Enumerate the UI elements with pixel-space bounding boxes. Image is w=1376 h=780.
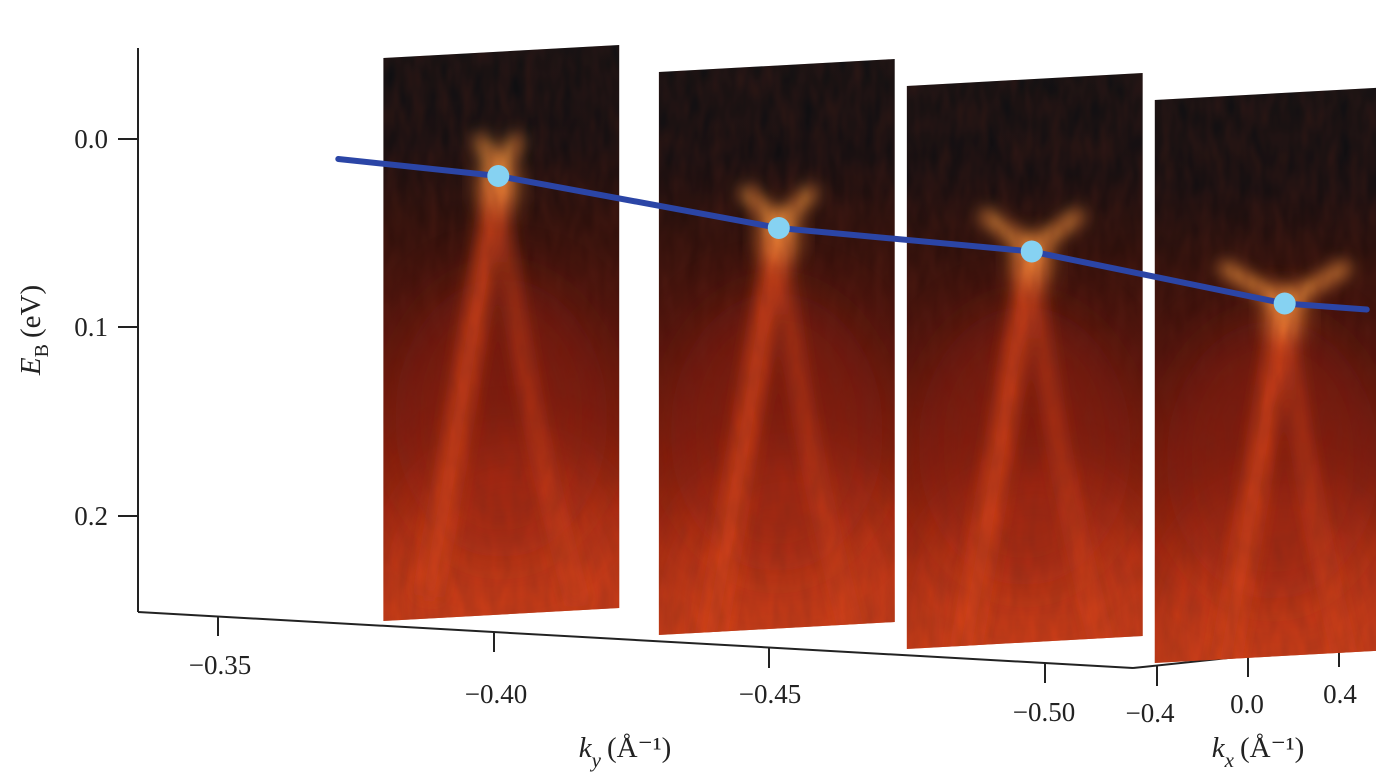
x-tick-label: −0.50 bbox=[1013, 697, 1075, 727]
dirac-point-line bbox=[335, 156, 1370, 313]
z-tick-label: 0.4 bbox=[1323, 679, 1357, 709]
z-axis-subscript: x bbox=[1224, 748, 1235, 772]
x-axis-unit: (Å⁻¹) bbox=[607, 732, 671, 764]
y-axis-unit: (eV) bbox=[15, 285, 47, 338]
axes: 0.0 0.1 0.2 −0.35 −0.40 −0.45 −0.50 −0.4… bbox=[15, 48, 1363, 772]
arpes-panel bbox=[383, 45, 620, 621]
panels-layer bbox=[335, 45, 1376, 663]
arpes-panel bbox=[906, 73, 1143, 649]
y-axis-symbol: E bbox=[15, 357, 47, 376]
y-tick-label: 0.1 bbox=[74, 312, 108, 342]
y-tick-label: 0.2 bbox=[74, 501, 108, 531]
x-axis-line bbox=[137, 611, 1134, 669]
y-axis-subscript: B bbox=[31, 344, 53, 357]
y-axis-label: EB (eV) bbox=[15, 285, 53, 376]
z-tick-label: 0.0 bbox=[1230, 689, 1264, 719]
dirac-point-marker bbox=[1020, 240, 1043, 263]
x-tick-label: −0.45 bbox=[739, 679, 801, 709]
arpes-panel bbox=[658, 59, 895, 635]
dirac-point-marker bbox=[487, 165, 510, 187]
dirac-point-marker bbox=[1273, 292, 1296, 315]
x-axis-subscript: y bbox=[590, 748, 602, 772]
x-tick-label: −0.35 bbox=[189, 650, 251, 680]
z-tick-label: −0.4 bbox=[1126, 698, 1175, 728]
x-axis-label: ky (Å⁻¹) bbox=[579, 732, 671, 772]
z-axis-label: kx (Å⁻¹) bbox=[1212, 732, 1304, 772]
z-axis-unit: (Å⁻¹) bbox=[1240, 732, 1304, 764]
x-tick-label: −0.40 bbox=[465, 679, 527, 709]
x-axis-symbol: k bbox=[579, 732, 593, 764]
dirac-point-marker bbox=[767, 217, 790, 239]
z-axis-symbol: k bbox=[1212, 732, 1226, 764]
y-tick-label: 0.0 bbox=[74, 124, 108, 154]
arpes-panel bbox=[1154, 87, 1376, 663]
